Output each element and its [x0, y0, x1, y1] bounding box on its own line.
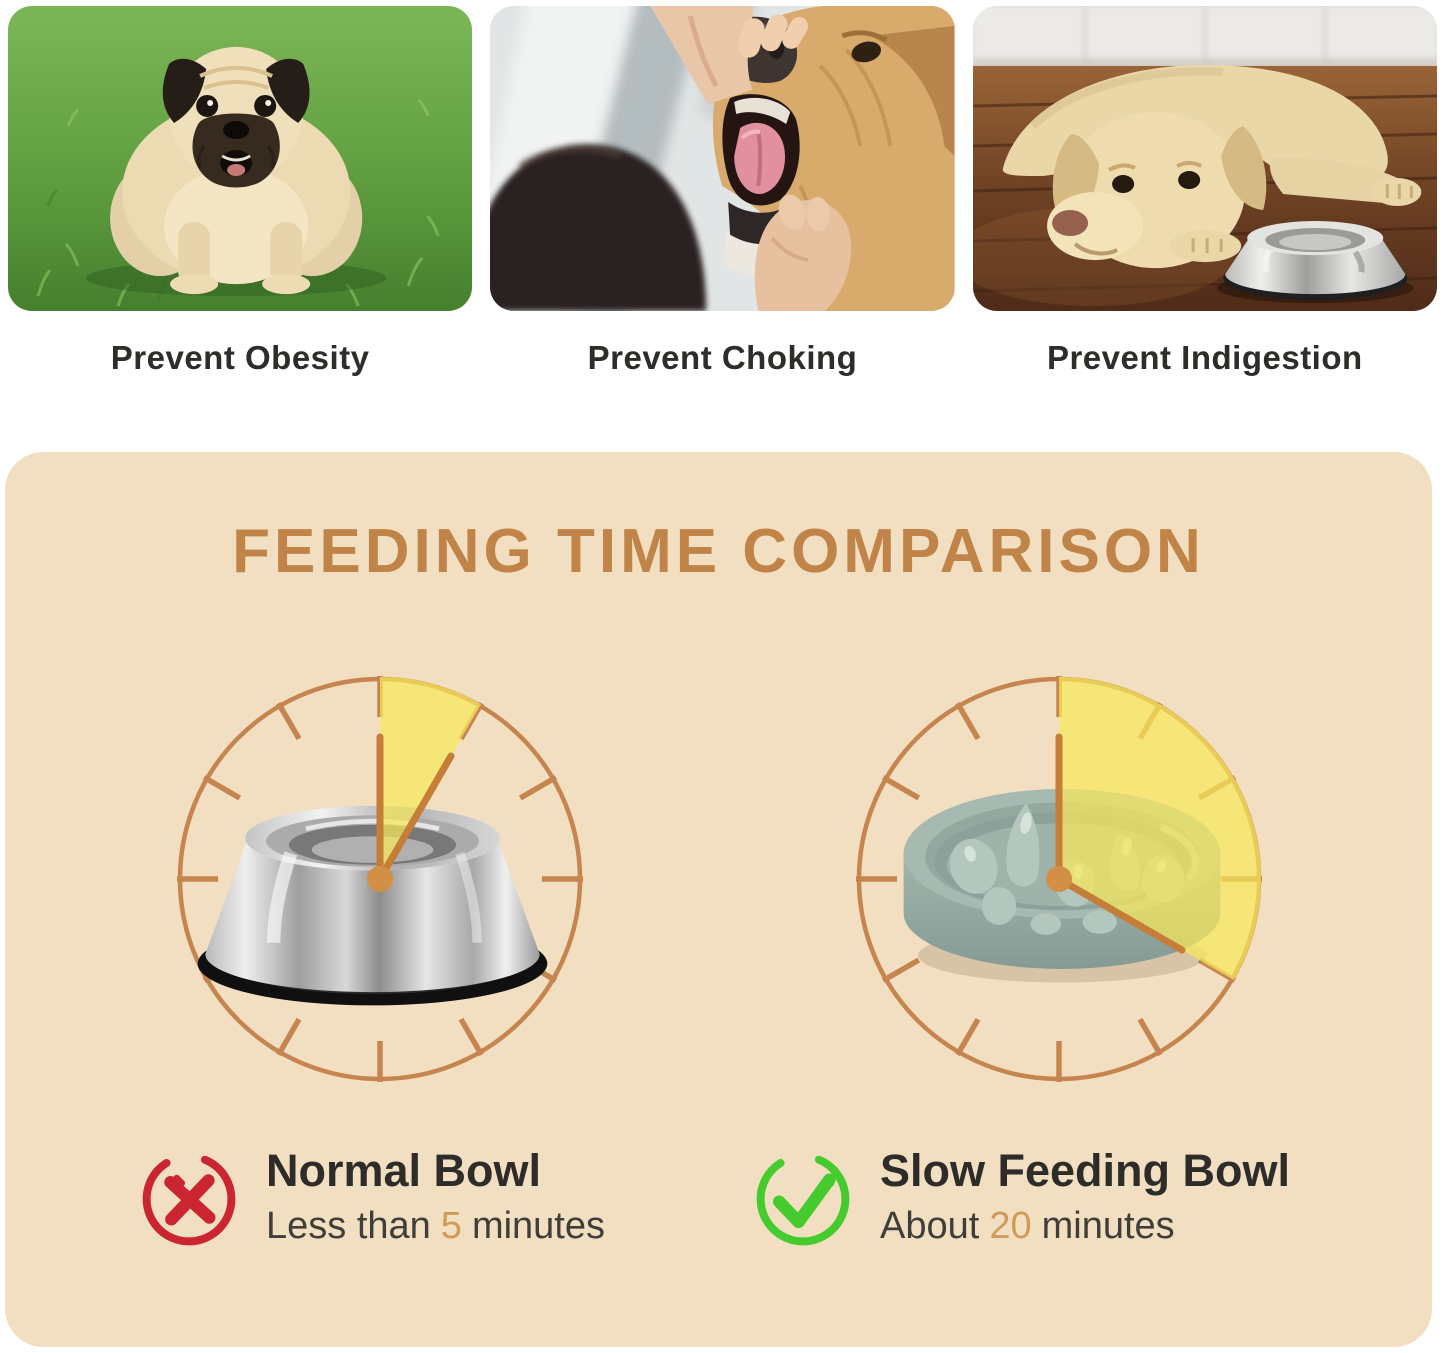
retriever-illustration	[490, 6, 955, 311]
clock-normal-bowl	[177, 676, 583, 1082]
photo-dog-lying-with-bowl	[972, 6, 1437, 311]
normal-bowl-text: Normal Bowl Less than 5 minutes	[266, 1146, 605, 1247]
bowl-name: Slow Feeding Bowl	[880, 1145, 1291, 1196]
photo-overweight-pug	[8, 6, 473, 311]
benefit-caption-obesity: Prevent Obesity	[110, 339, 370, 376]
benefit-obesity: Prevent Obesity	[8, 6, 473, 377]
panel-title: FEEDING TIME COMPARISON	[232, 517, 1205, 586]
time-number: 5	[440, 1204, 462, 1247]
slow-bowl-text: Slow Feeding Bowl About 20 minutes	[880, 1146, 1290, 1247]
time-wedge-5min	[367, 677, 481, 892]
benefit-indigestion: Prevent Indigestion	[972, 6, 1437, 377]
bowl-name: Normal Bowl	[266, 1145, 542, 1196]
feeding-time-panel: FEEDING TIME COMPARISON	[5, 452, 1432, 1347]
time-suffix: minutes	[471, 1204, 605, 1247]
time-prefix: About	[880, 1204, 980, 1247]
check-icon	[756, 1152, 850, 1246]
benefit-caption-indigestion: Prevent Indigestion	[1046, 339, 1363, 376]
steel-bowl-illustration	[197, 805, 548, 1006]
time-prefix: Less than	[266, 1204, 431, 1247]
benefit-choking: Prevent Choking	[490, 6, 955, 377]
time-number: 20	[989, 1204, 1032, 1247]
bowl-time: About 20 minutes	[880, 1204, 1290, 1248]
clock-slow-bowl	[856, 676, 1262, 1082]
cross-icon	[142, 1152, 236, 1246]
photo-dog-choking-check	[490, 6, 955, 311]
pug-illustration	[8, 6, 473, 311]
normal-bowl-result: Normal Bowl Less than 5 minutes	[136, 1146, 605, 1252]
bowl-time: Less than 5 minutes	[266, 1204, 605, 1248]
time-wedge-20min	[1046, 677, 1261, 980]
labrador-illustration	[972, 6, 1437, 311]
slow-bowl-result: Slow Feeding Bowl About 20 minutes	[750, 1146, 1290, 1252]
benefits-row: Prevent Obesity	[8, 6, 1437, 377]
time-suffix: minutes	[1041, 1204, 1175, 1247]
benefit-caption-choking: Prevent Choking	[587, 339, 858, 376]
